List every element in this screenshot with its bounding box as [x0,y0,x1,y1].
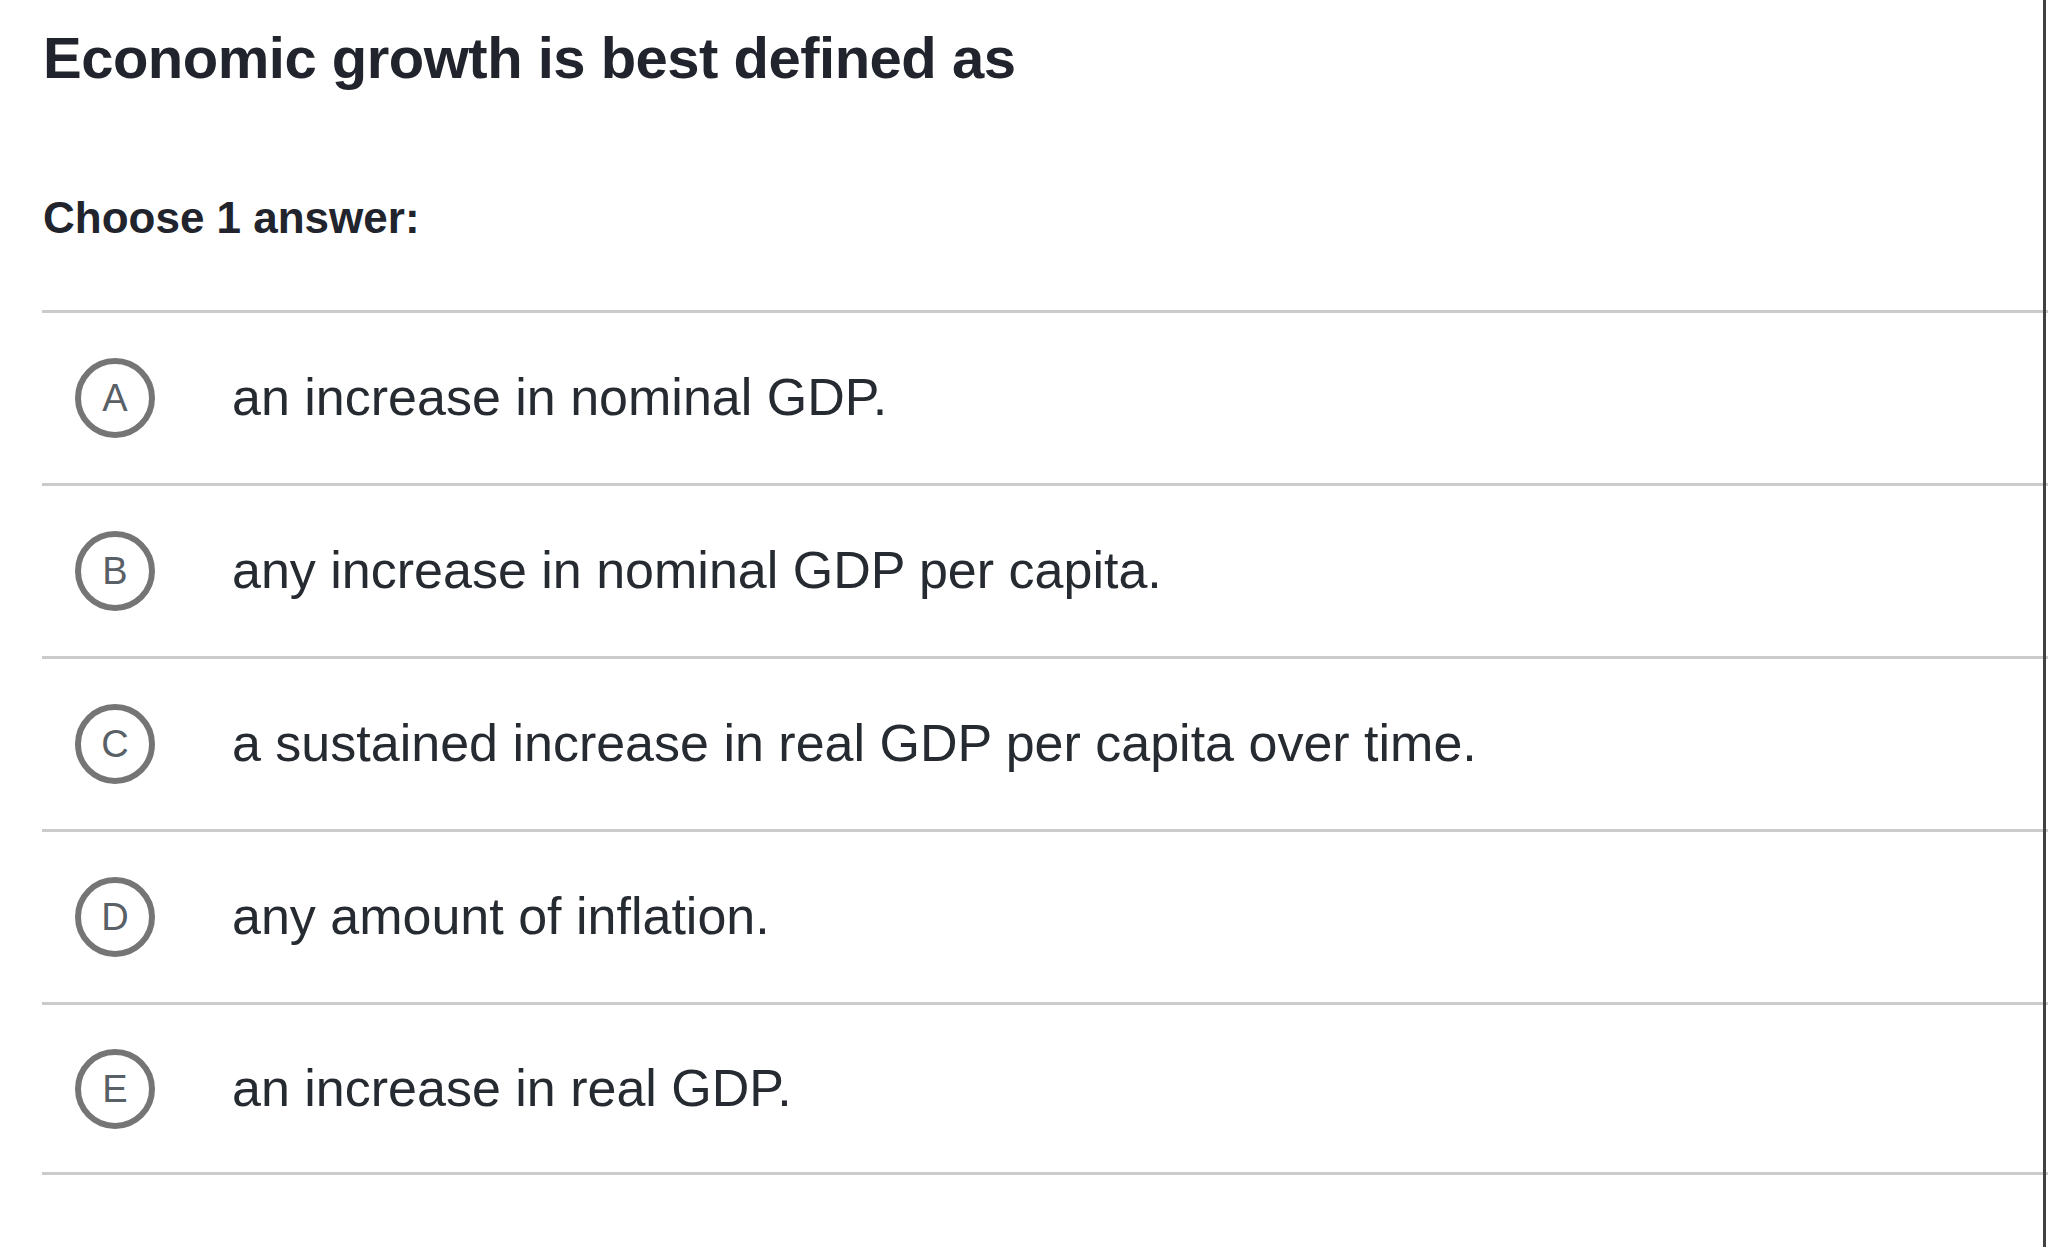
answer-choice-C[interactable]: C a sustained increase in real GDP per c… [42,656,2048,829]
choice-letter: D [101,898,128,936]
choice-text: any amount of inflation. [232,883,770,951]
choice-letter: C [101,725,128,763]
choice-letter-badge: C [75,704,155,784]
choice-letter-badge: E [75,1049,155,1129]
choice-text: any increase in nominal GDP per capita. [232,537,1162,605]
answer-choice-D[interactable]: D any amount of inflation. [42,829,2048,1002]
choice-text: an increase in real GDP. [232,1055,792,1123]
answer-choice-B[interactable]: B any increase in nominal GDP per capita… [42,483,2048,656]
choice-letter: B [102,552,127,590]
panel-edge-divider [2043,0,2046,1247]
answer-choice-E[interactable]: E an increase in real GDP. [42,1002,2048,1175]
choice-letter-badge: A [75,358,155,438]
choice-letter-badge: B [75,531,155,611]
choice-letter: E [102,1070,127,1108]
choice-letter: A [102,379,127,417]
answer-choice-A[interactable]: A an increase in nominal GDP. [42,310,2048,483]
question-title: Economic growth is best defined as [43,22,1015,95]
choice-text: an increase in nominal GDP. [232,364,887,432]
choice-letter-badge: D [75,877,155,957]
choice-text: a sustained increase in real GDP per cap… [232,710,1477,778]
choices-list: A an increase in nominal GDP. B any incr… [42,310,2048,1175]
choose-answer-label: Choose 1 answer: [43,192,420,245]
